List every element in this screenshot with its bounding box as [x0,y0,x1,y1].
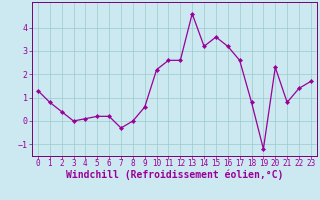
X-axis label: Windchill (Refroidissement éolien,°C): Windchill (Refroidissement éolien,°C) [66,170,283,180]
